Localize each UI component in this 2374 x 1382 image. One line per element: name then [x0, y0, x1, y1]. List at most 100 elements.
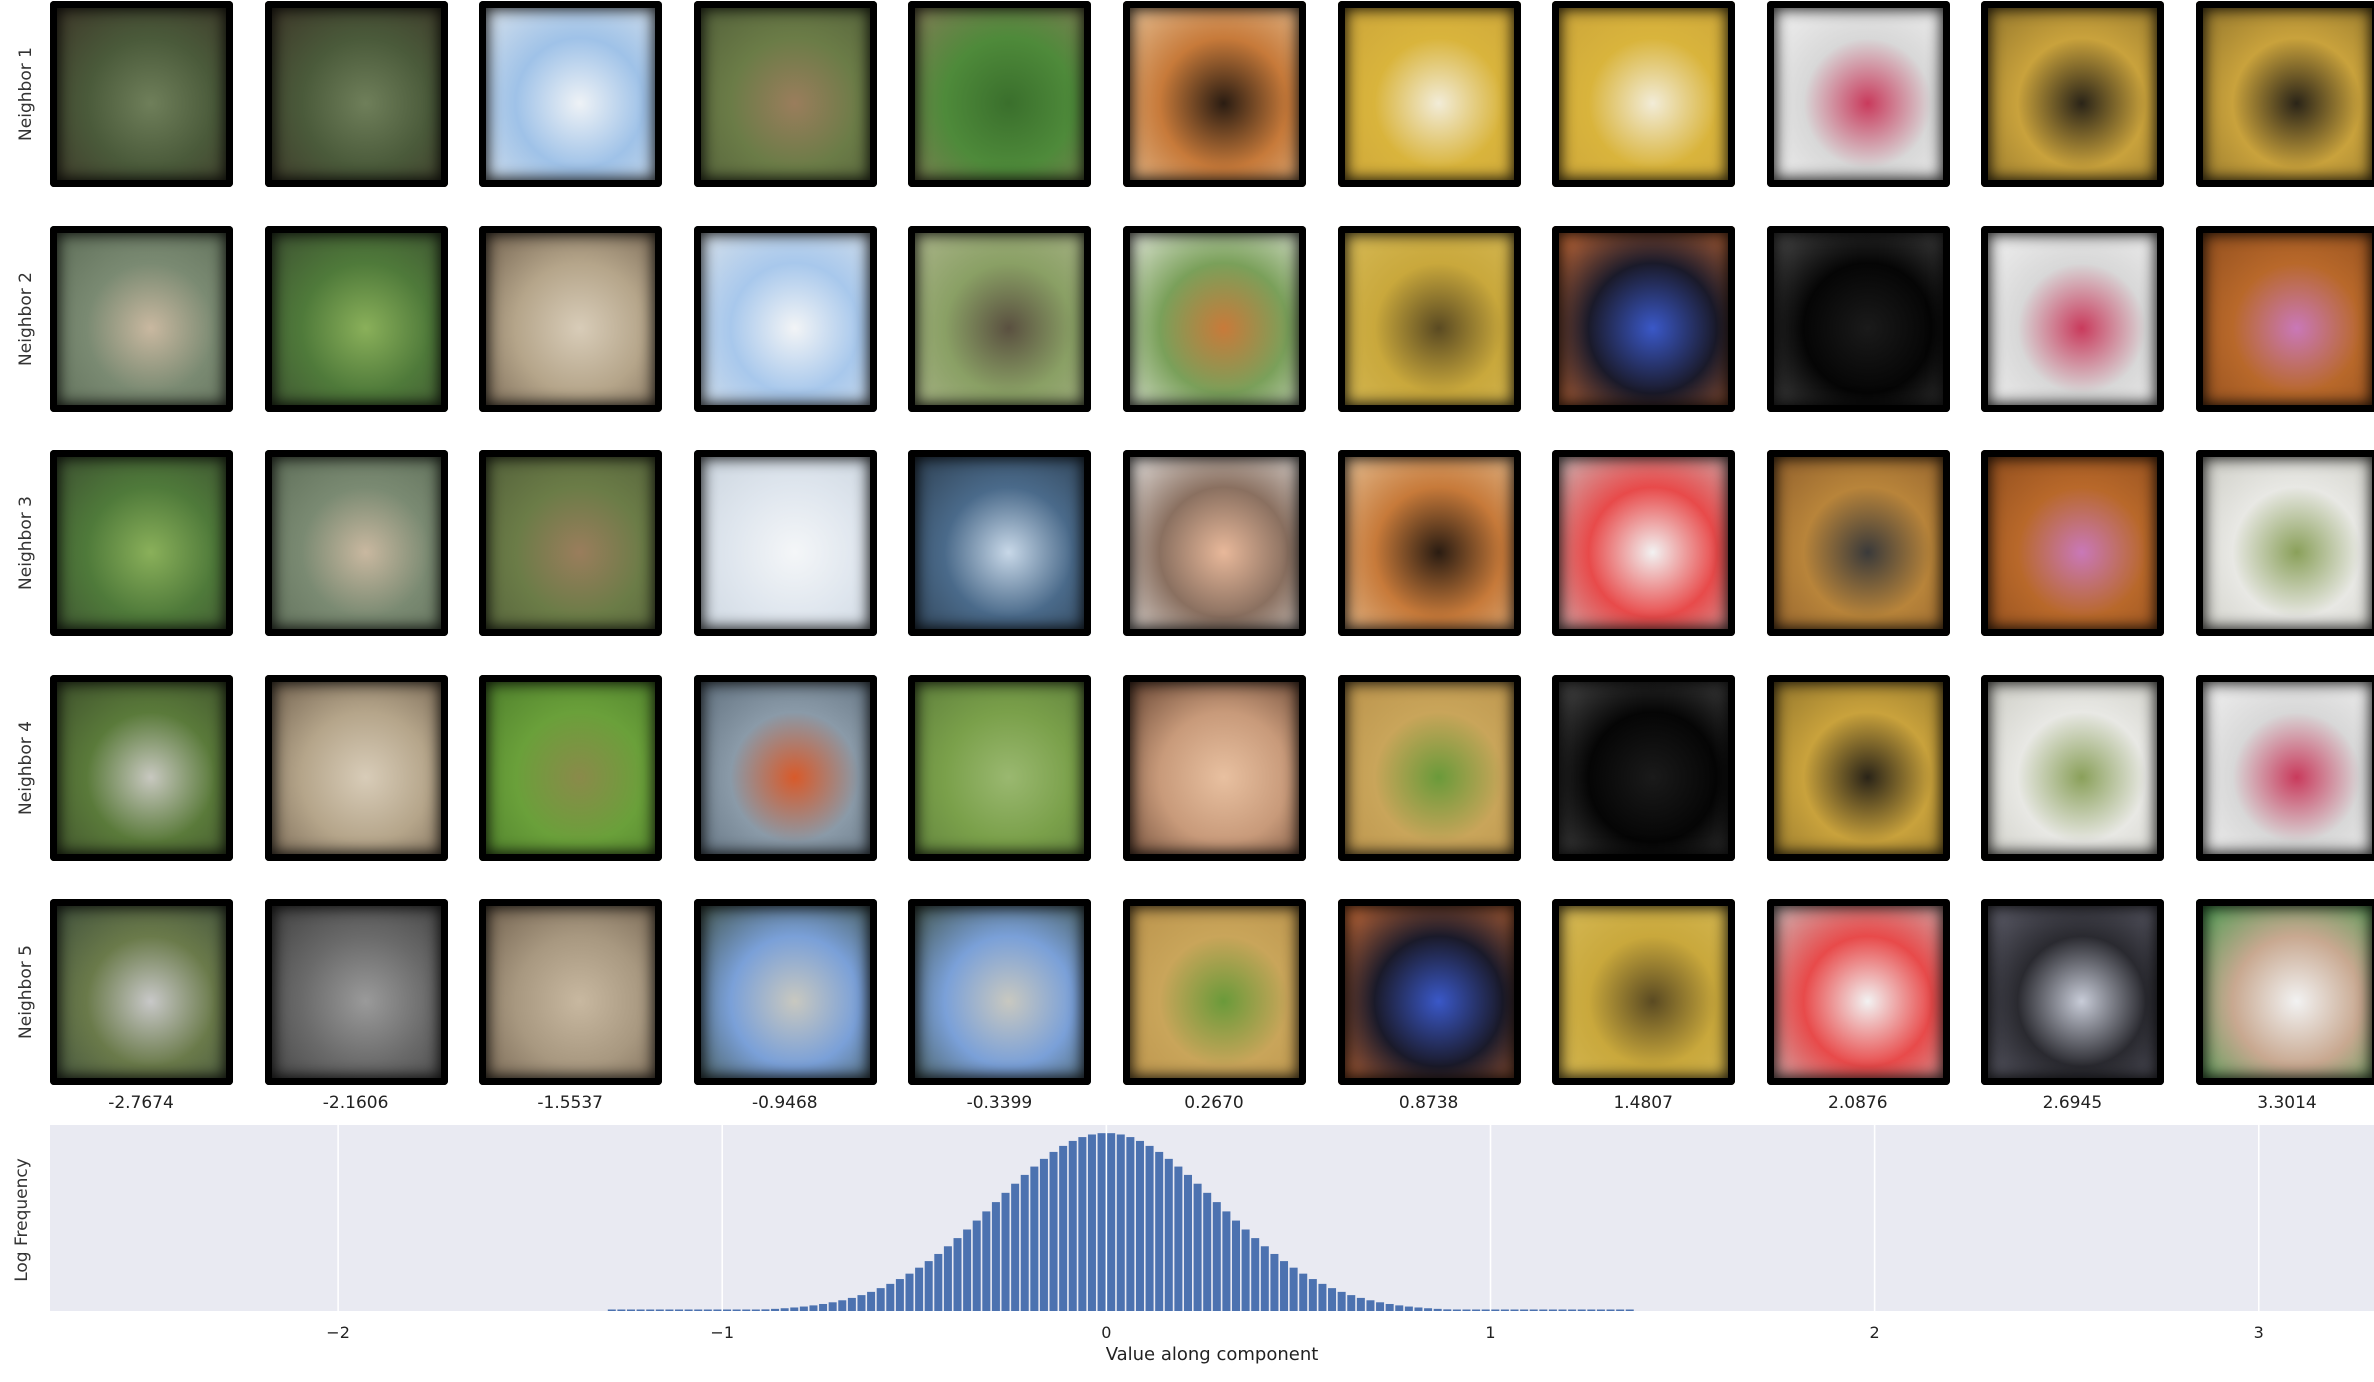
column-value-label: -2.7674	[108, 1093, 174, 1113]
hippo-grass-image	[479, 674, 663, 861]
histogram-bar	[867, 1291, 876, 1311]
ocarina-image	[1552, 899, 1736, 1085]
x-tick-label: 1	[1485, 1323, 1496, 1342]
histogram-bar	[1587, 1309, 1596, 1311]
histogram-bar	[1164, 1158, 1173, 1311]
eye-closeup-image	[2196, 899, 2374, 1085]
histogram-bar	[1424, 1308, 1433, 1311]
purple-pen-image	[2196, 225, 2374, 412]
histogram-bar	[655, 1309, 664, 1311]
histogram-bar	[1145, 1145, 1154, 1311]
forest-clearing-image	[264, 225, 448, 412]
glowing-dome-image	[1981, 899, 2165, 1085]
histogram-bar	[780, 1308, 789, 1311]
x-tick-label: −2	[326, 1323, 350, 1342]
histogram-bar	[1308, 1279, 1317, 1311]
histogram-bar	[905, 1273, 914, 1311]
histogram-bar	[1299, 1273, 1308, 1311]
column-value-label: 3.3014	[2257, 1093, 2317, 1113]
column-value-label: -2.1606	[322, 1093, 389, 1113]
histogram-bar	[1232, 1220, 1241, 1311]
lens-cap-image	[1981, 1, 2165, 187]
histogram-svg	[337, 1125, 2260, 1311]
monument-image	[693, 899, 877, 1085]
checkerboard-image	[1552, 1, 1736, 187]
satellite-map-image	[50, 899, 233, 1085]
histogram-bar	[1212, 1202, 1221, 1311]
histogram-bar	[1395, 1305, 1404, 1311]
column-value-label: 1.4807	[1613, 1093, 1673, 1113]
histogram-bar	[876, 1288, 885, 1311]
column-value-label: -0.9468	[751, 1093, 818, 1113]
histogram-bar	[924, 1261, 933, 1311]
bison-forest-image	[264, 1, 448, 187]
dark-glass-image	[1552, 674, 1736, 861]
histogram-bar	[1491, 1309, 1500, 1311]
lizard-wall-image	[1337, 674, 1521, 861]
histogram-bar	[1500, 1309, 1509, 1311]
green-ipod-image	[2196, 450, 2374, 636]
hand-snake-image	[1123, 674, 1306, 861]
histogram-bar	[982, 1211, 991, 1311]
histogram-bar	[1452, 1309, 1461, 1311]
histogram-bar	[636, 1309, 645, 1311]
histogram-bar	[1241, 1229, 1250, 1311]
histogram-bar	[1529, 1309, 1538, 1311]
histogram-bar	[1183, 1174, 1192, 1311]
histogram-bar	[1462, 1309, 1471, 1311]
histogram-bar	[1548, 1309, 1557, 1311]
row-label: Neighbor 2	[16, 271, 36, 366]
histogram-bar	[1385, 1303, 1394, 1311]
histogram-bar	[742, 1309, 751, 1311]
histogram-bar	[943, 1246, 952, 1311]
histogram-bar	[895, 1279, 904, 1311]
histogram-bar	[703, 1309, 712, 1311]
histogram-bar	[857, 1295, 866, 1311]
histogram-bar	[1030, 1166, 1039, 1311]
histogram-bar	[1347, 1295, 1356, 1311]
fireboat-image	[908, 450, 1092, 636]
histogram-bar	[1155, 1151, 1164, 1311]
histogram-bar	[1443, 1309, 1452, 1311]
cloudy-sky-image	[693, 450, 877, 636]
histogram-bar	[934, 1253, 943, 1311]
histogram-bar	[1433, 1308, 1442, 1311]
histogram-plot-area	[50, 1125, 2374, 1311]
finch-image	[1123, 225, 1306, 412]
column-value-label: 2.0876	[1828, 1093, 1888, 1113]
histogram-bar	[991, 1202, 1000, 1311]
pink-tube-image	[2196, 674, 2374, 861]
column-value-label: -0.3399	[966, 1093, 1033, 1113]
histogram-bar	[1280, 1261, 1289, 1311]
airplane-snow-image	[479, 1, 663, 187]
histogram-bar	[1337, 1291, 1346, 1311]
histogram-bar	[1376, 1302, 1385, 1311]
histogram-bar	[1616, 1309, 1625, 1311]
x-axis-label: Value along component	[1105, 1344, 1319, 1365]
histogram-bar	[1126, 1137, 1135, 1311]
histogram-bar	[675, 1309, 684, 1311]
histogram-bar	[665, 1309, 674, 1311]
column-value-label: 0.8738	[1398, 1093, 1459, 1113]
histogram-bar	[732, 1309, 741, 1311]
histogram-bar	[646, 1309, 655, 1311]
histogram-bar	[1328, 1288, 1337, 1311]
column-value-label: 2.6945	[2042, 1093, 2103, 1113]
histogram-bar	[799, 1306, 808, 1311]
forest-clearing-image	[50, 450, 233, 636]
histogram-bar	[1059, 1145, 1068, 1311]
lifeboat-image	[693, 674, 877, 861]
shorebird-image	[908, 225, 1092, 412]
histogram-bar	[723, 1309, 732, 1311]
histogram-bar	[1068, 1140, 1077, 1311]
measuring-cup-image	[1552, 450, 1736, 636]
histogram-bar	[1270, 1253, 1279, 1311]
histogram-bar	[1596, 1309, 1605, 1311]
histogram-bar	[1193, 1183, 1202, 1311]
histogram-bar	[963, 1229, 972, 1311]
x-tick-label: −1	[710, 1323, 735, 1342]
row-label: Neighbor 3	[16, 496, 36, 590]
histogram-bar	[1625, 1309, 1634, 1311]
histogram-bar	[1097, 1133, 1106, 1311]
histogram-bar	[838, 1300, 847, 1311]
